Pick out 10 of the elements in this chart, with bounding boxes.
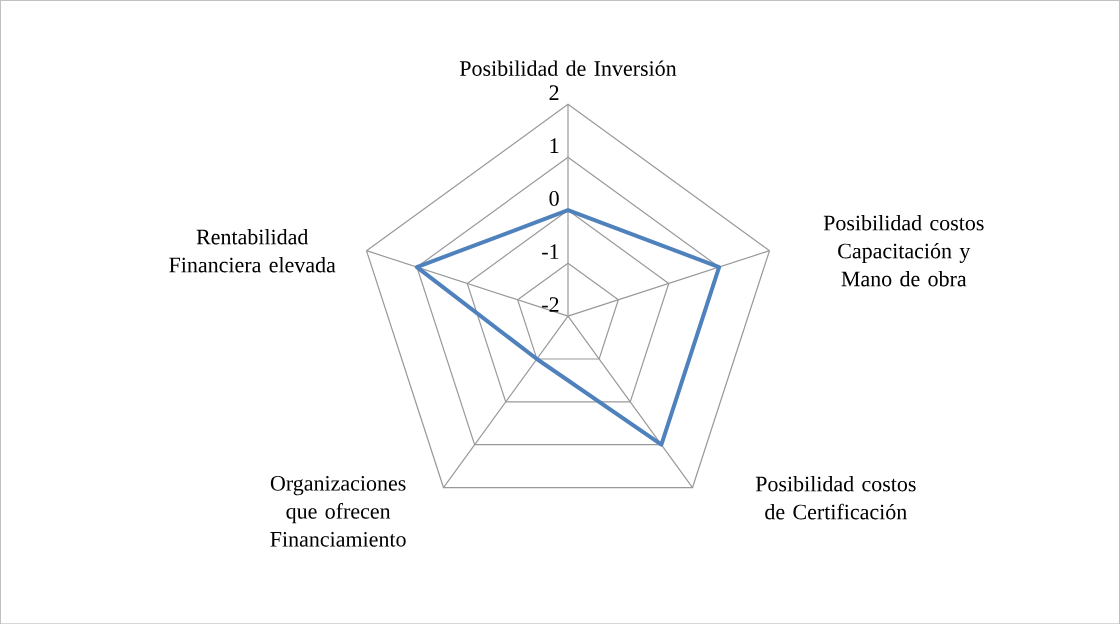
y-tick-label: -2 [542, 297, 559, 312]
y-tick-label: -1 [542, 244, 559, 259]
y-tick-label: 0 [549, 190, 559, 206]
y-tick-label: 2 [549, 85, 559, 100]
spoke-label: Posibilidad costos Capacitación y Mano de obra [823, 214, 984, 287]
spoke-label: Organizaciones que ofrecen Financiamiento [270, 475, 406, 547]
spoke-label: Posibilidad costos de Certificación [755, 475, 916, 520]
spoke-label: Rentabilidad Financiera elevada [169, 228, 336, 273]
y-tick-label: 1 [550, 138, 559, 153]
spoke-label: Posibilidad de Inversión [459, 60, 677, 76]
